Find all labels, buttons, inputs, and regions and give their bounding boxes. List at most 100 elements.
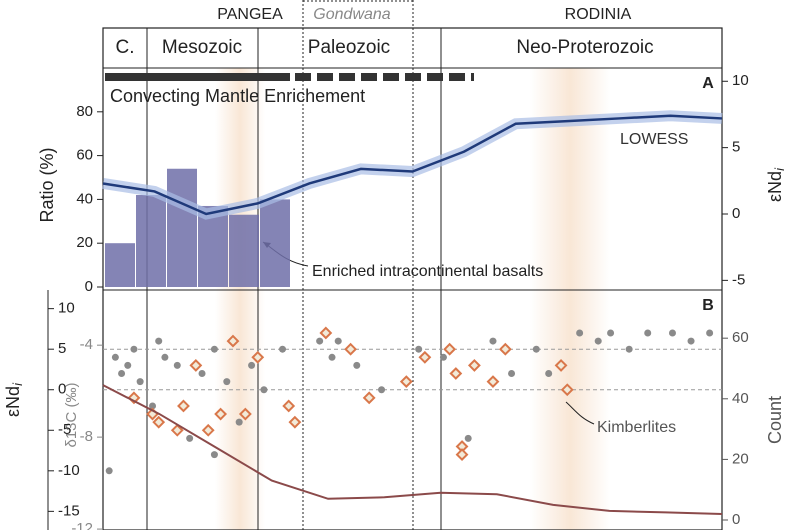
annotation: Convecting Mantle Enrichement: [110, 86, 365, 106]
diamond-point: [177, 399, 190, 413]
tick-label: 10: [58, 300, 75, 317]
annotation: Enriched intracontinental basalts: [312, 263, 543, 280]
marks: 0 20 40 60 80 -5 0 5 10 10 5 0 -5 -10 -15 -4 -8 -12 0 20 40 6…: [47, 72, 749, 530]
panel-label: A: [702, 75, 714, 92]
point: [235, 418, 243, 426]
point: [173, 361, 181, 369]
point: [378, 386, 386, 394]
annotation: Kimberlites: [597, 419, 676, 436]
diamond-point: [189, 358, 203, 372]
point: [161, 353, 169, 361]
point: [532, 345, 540, 353]
tick-label: 40: [732, 390, 749, 407]
bar: [105, 243, 135, 287]
diamond-point: [418, 350, 432, 364]
point: [260, 386, 268, 394]
point: [464, 434, 472, 442]
era-label: Paleozoic: [308, 37, 390, 58]
count-line: [102, 384, 723, 515]
tick-label: 80: [76, 103, 93, 120]
y2-axis-label-main: εNd: [765, 171, 785, 202]
tick-label: 0: [732, 205, 740, 222]
tick-label: -10: [58, 462, 80, 479]
point: [279, 345, 287, 353]
diamond-point: [238, 407, 252, 421]
point: [328, 353, 336, 361]
y2-axis-label: Count: [765, 396, 785, 444]
point: [415, 345, 423, 353]
diamond-point: [344, 342, 358, 356]
point: [489, 337, 497, 345]
point: [223, 378, 231, 386]
point: [594, 337, 602, 345]
point: [186, 434, 194, 442]
y2-axis-label-sub: i: [772, 167, 787, 171]
tick-label: 5: [732, 139, 740, 156]
point: [210, 451, 218, 459]
tick-label: 0: [85, 278, 93, 295]
tick-label: 0: [58, 381, 66, 398]
tick-label: -5: [58, 421, 71, 438]
enrichment-bar: [105, 73, 290, 81]
y-axis-label: εNdi: [3, 382, 26, 417]
tick-label: -4: [80, 336, 93, 353]
point: [130, 345, 138, 353]
point: [198, 370, 206, 378]
tick-label: 5: [58, 340, 66, 357]
era-label: Neo-Proterozoic: [516, 37, 653, 58]
diamond-point: [443, 342, 457, 356]
diamond-point: [554, 358, 568, 372]
diamond-point: [251, 350, 265, 364]
diamond-point: [449, 367, 463, 380]
era-label: C.: [116, 37, 135, 58]
diamond-point: [455, 448, 469, 462]
tick-label: 60: [76, 147, 93, 164]
bar: [167, 168, 197, 287]
bar: [198, 205, 228, 287]
line: [102, 114, 723, 216]
point: [316, 337, 324, 345]
point: [210, 345, 218, 353]
tick-label: 0: [732, 511, 740, 528]
point: [439, 353, 447, 361]
diamond-point: [399, 375, 413, 389]
tick-label: -15: [58, 502, 80, 519]
supercontinent-label: PANGEA: [217, 6, 283, 23]
diamond-point: [288, 415, 302, 429]
point: [644, 329, 652, 337]
point: [136, 378, 144, 386]
diamond-point: [201, 423, 215, 437]
tick-label: 60: [732, 329, 749, 346]
tick-label: 10: [732, 72, 749, 89]
y-axis-label: Ratio (%): [37, 147, 57, 222]
y3-axis-label: δ13C (‰): [63, 382, 80, 447]
point: [248, 361, 256, 369]
diamond-point: [362, 391, 376, 405]
point: [625, 345, 633, 353]
point: [607, 329, 615, 337]
bar: [136, 195, 166, 287]
point: [155, 337, 163, 345]
point: [545, 370, 553, 378]
tick-label: 20: [732, 450, 749, 467]
diamond-point: [214, 407, 228, 421]
point: [508, 370, 516, 378]
supercontinent-label: RODINIA: [565, 6, 632, 23]
y-axis-label-main: εNd: [3, 386, 23, 417]
point: [668, 329, 676, 337]
diamond-point: [486, 375, 500, 389]
tick-label: 40: [76, 190, 93, 207]
point: [687, 337, 695, 345]
point: [353, 361, 361, 369]
point: [124, 361, 132, 369]
y2-axis-label: εNdi: [765, 167, 788, 202]
diamond-point: [152, 415, 166, 429]
diamond-point: [127, 391, 141, 405]
point: [149, 402, 157, 410]
era-label: Mesozoic: [162, 37, 242, 58]
diamond-point: [560, 383, 574, 397]
panel-label: B: [702, 297, 714, 314]
diamond-point: [226, 334, 240, 348]
series-label: LOWESS: [620, 131, 688, 148]
